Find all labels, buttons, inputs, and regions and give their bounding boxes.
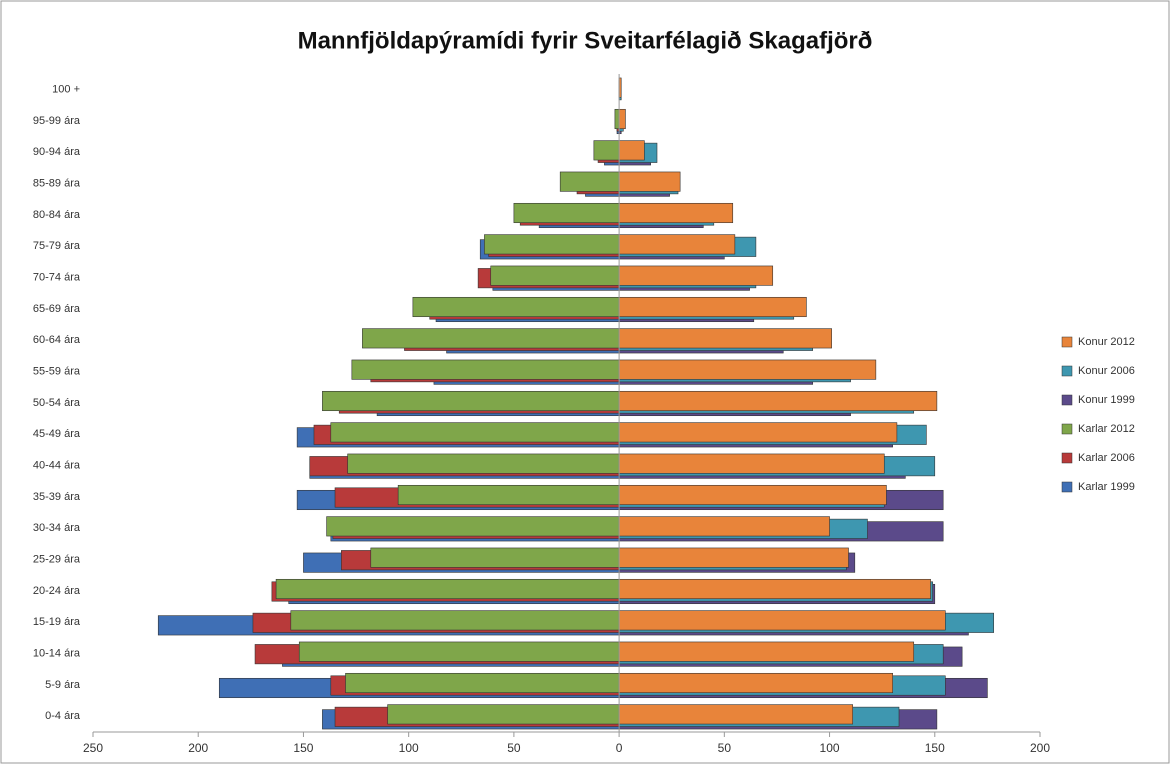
x-tick-label: 250 bbox=[83, 741, 103, 755]
bar bbox=[330, 422, 620, 443]
legend-label: Karlar 2012 bbox=[1078, 423, 1135, 435]
bar bbox=[618, 484, 887, 506]
y-tick-label: 95-99 ára bbox=[33, 115, 81, 127]
y-tick-label: 5-9 ára bbox=[45, 679, 81, 691]
bar bbox=[618, 704, 854, 725]
bar bbox=[412, 296, 620, 318]
bar bbox=[618, 453, 885, 474]
x-tick-label: 150 bbox=[925, 741, 945, 755]
y-tick-label: 35-39 ára bbox=[33, 491, 81, 503]
bar bbox=[362, 328, 620, 349]
y-tick-label: 10-14 ára bbox=[33, 648, 81, 660]
bar bbox=[370, 547, 620, 568]
bar bbox=[290, 610, 620, 631]
legend-label: Konur 2012 bbox=[1078, 336, 1135, 348]
bar bbox=[387, 704, 620, 725]
bar bbox=[345, 672, 620, 694]
y-tick-label: 30-34 ára bbox=[33, 522, 81, 534]
bar bbox=[593, 140, 620, 161]
y-tick-label: 25-29 ára bbox=[33, 554, 81, 566]
bar bbox=[351, 359, 620, 380]
bar bbox=[298, 641, 620, 662]
bar bbox=[618, 641, 915, 662]
bar bbox=[326, 516, 620, 537]
bar bbox=[618, 265, 774, 286]
x-tick-label: 0 bbox=[616, 741, 623, 755]
x-tick-label: 100 bbox=[820, 741, 840, 755]
legend-swatch bbox=[1061, 452, 1073, 464]
y-tick-label: 80-84 ára bbox=[33, 209, 81, 221]
bar bbox=[490, 265, 620, 286]
bar bbox=[618, 202, 734, 224]
legend-swatch bbox=[1061, 336, 1073, 348]
bar bbox=[275, 578, 620, 600]
legend-swatch bbox=[1061, 365, 1073, 377]
bar bbox=[618, 390, 938, 412]
y-tick-label: 100 + bbox=[52, 84, 80, 96]
legend-label: Konur 2006 bbox=[1078, 365, 1135, 377]
bar bbox=[618, 171, 681, 192]
bar bbox=[618, 610, 946, 631]
chart-title: Mannfjöldapýramídi fyrir Sveitarfélagið … bbox=[298, 27, 873, 54]
y-tick-label: 55-59 ára bbox=[33, 366, 81, 378]
legend-swatch bbox=[1061, 423, 1073, 435]
bar bbox=[347, 453, 620, 474]
bar bbox=[513, 202, 620, 224]
legend-swatch bbox=[1061, 481, 1073, 493]
y-tick-label: 40-44 ára bbox=[33, 460, 81, 472]
bar bbox=[559, 171, 620, 192]
y-tick-label: 90-94 ára bbox=[33, 146, 81, 158]
y-tick-label: 15-19 ára bbox=[33, 616, 81, 628]
y-tick-label: 20-24 ára bbox=[33, 585, 81, 597]
y-tick-label: 45-49 ára bbox=[33, 428, 81, 440]
bar bbox=[484, 234, 620, 255]
y-tick-label: 70-74 ára bbox=[33, 272, 81, 284]
x-tick-label: 50 bbox=[507, 741, 521, 755]
bar bbox=[618, 672, 893, 694]
bar bbox=[618, 516, 830, 537]
bar bbox=[618, 296, 807, 318]
bar bbox=[618, 547, 849, 568]
legend-label: Karlar 2006 bbox=[1078, 452, 1135, 464]
bar bbox=[618, 328, 832, 349]
x-tick-label: 100 bbox=[399, 741, 419, 755]
y-tick-label: 0-4 ára bbox=[45, 710, 81, 722]
y-tick-label: 85-89 ára bbox=[33, 178, 81, 190]
bar bbox=[614, 108, 620, 130]
bar bbox=[397, 484, 620, 506]
bar bbox=[618, 234, 736, 255]
x-tick-label: 200 bbox=[1030, 741, 1050, 755]
x-tick-label: 50 bbox=[718, 741, 732, 755]
bar bbox=[322, 390, 620, 412]
y-tick-label: 60-64 ára bbox=[33, 334, 81, 346]
y-tick-label: 75-79 ára bbox=[33, 240, 81, 252]
bar bbox=[618, 578, 931, 600]
bar bbox=[618, 108, 626, 130]
bar bbox=[618, 140, 645, 161]
bar bbox=[618, 422, 898, 443]
y-tick-label: 50-54 ára bbox=[33, 397, 81, 409]
x-tick-label: 200 bbox=[188, 741, 208, 755]
y-tick-label: 65-69 ára bbox=[33, 303, 81, 315]
legend-label: Konur 1999 bbox=[1078, 394, 1135, 406]
legend-swatch bbox=[1061, 394, 1073, 406]
bar bbox=[618, 359, 877, 380]
x-tick-label: 150 bbox=[293, 741, 313, 755]
legend-label: Karlar 1999 bbox=[1078, 481, 1135, 493]
